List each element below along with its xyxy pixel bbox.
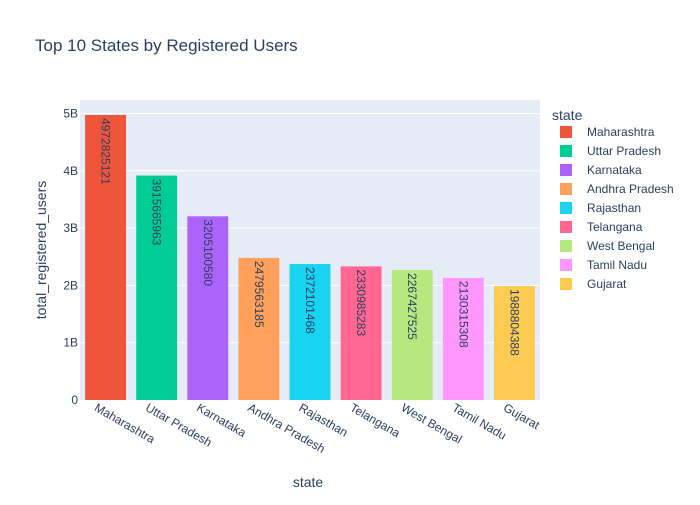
bar-value-label: 2267427525 <box>405 273 419 340</box>
data-labels: 4972825121 3915665963 3205100580 2479563185… <box>99 118 522 356</box>
legend-entry[interactable]: Maharashtra <box>587 125 655 139</box>
legend-entry[interactable]: Andhra Pradesh <box>587 182 674 196</box>
legend-entry[interactable]: Uttar Pradesh <box>587 144 661 158</box>
bar-value-label: 2330985283 <box>354 269 368 336</box>
bar[interactable] <box>494 286 535 400</box>
bar[interactable] <box>289 264 331 400</box>
legend-swatch[interactable] <box>560 278 572 290</box>
bar-value-label: 2479563185 <box>252 261 266 328</box>
bar-value-label: 3915665963 <box>150 179 164 246</box>
legend-entry[interactable]: Gujarat <box>587 277 627 291</box>
bar-value-label: 3205100580 <box>201 219 215 286</box>
legend-swatch[interactable] <box>560 183 572 195</box>
y-tick-label: 2B <box>63 278 78 292</box>
bar-value-label: 1988804388 <box>507 289 521 356</box>
legend-swatch[interactable] <box>560 145 572 157</box>
legend-swatch[interactable] <box>560 259 572 271</box>
y-tick-label: 0 <box>71 393 78 407</box>
bar[interactable] <box>391 270 433 400</box>
y-tick-label: 4B <box>63 164 78 178</box>
x-axis-title: state <box>293 474 324 490</box>
bar-value-label: 4972825121 <box>99 118 113 185</box>
legend-swatch[interactable] <box>560 126 572 138</box>
bar[interactable] <box>442 277 484 400</box>
legend-swatch[interactable] <box>560 240 572 252</box>
x-tick-label: Gujarat <box>501 400 543 432</box>
bar[interactable] <box>340 266 382 400</box>
legend-entry[interactable]: Rajasthan <box>587 201 641 215</box>
y-tick-label: 3B <box>63 221 78 235</box>
legend-swatch[interactable] <box>560 221 572 233</box>
bar[interactable] <box>187 216 229 400</box>
legend-swatch[interactable] <box>560 164 572 176</box>
bar[interactable] <box>85 115 126 400</box>
bars <box>85 115 535 400</box>
legend-swatch[interactable] <box>560 202 572 214</box>
bar-value-label: 2372101468 <box>303 267 317 334</box>
bar[interactable] <box>136 175 178 400</box>
y-tick-label: 5B <box>63 106 78 120</box>
bar-value-label: 2130315308 <box>456 281 470 348</box>
y-axis-ticks: 0 1B 2B 3B 4B 5B <box>63 106 78 407</box>
x-tick-label: Telangana <box>348 400 403 440</box>
legend-title: state <box>552 107 583 123</box>
legend-entry[interactable]: West Bengal <box>587 239 655 253</box>
legend: state Maharashtra Uttar Pradesh Karnataka A… <box>552 107 674 291</box>
bar[interactable] <box>238 257 280 400</box>
y-tick-label: 1B <box>63 336 78 350</box>
legend-entry[interactable]: Telangana <box>587 220 643 234</box>
chart-title: Top 10 States by Registered Users <box>35 36 298 55</box>
legend-entry[interactable]: Karnataka <box>587 163 642 177</box>
legend-entry[interactable]: Tamil Nadu <box>587 258 647 272</box>
y-axis-title: total_registered_users <box>33 181 49 320</box>
